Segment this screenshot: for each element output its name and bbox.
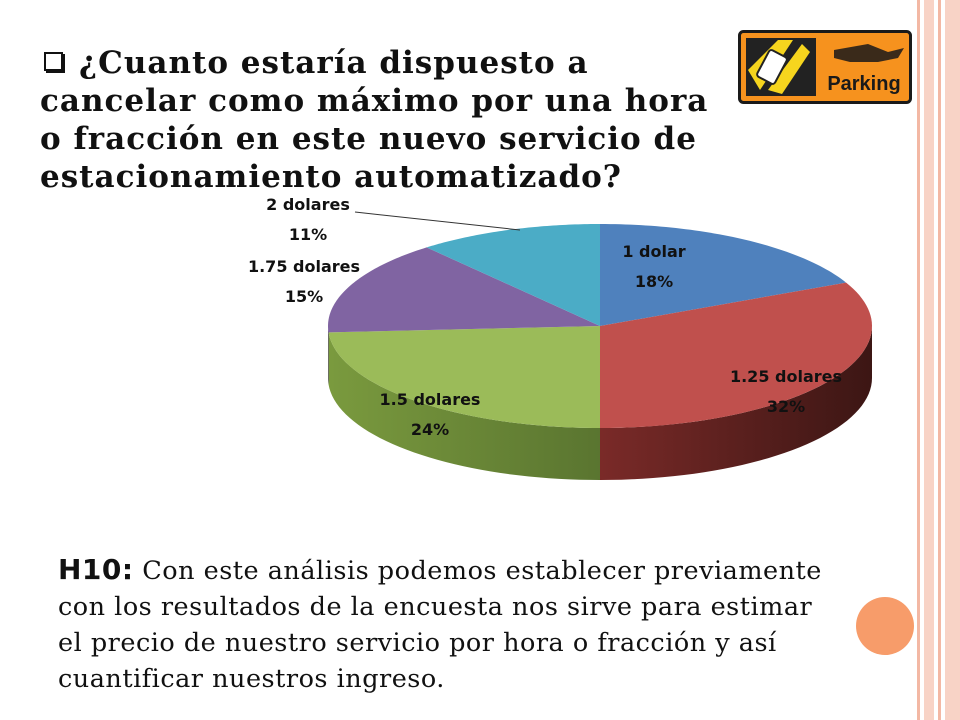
slice-label-2: 1.5 dolares 24%: [379, 390, 481, 439]
pie-slice-side-1: [600, 326, 872, 480]
pie-slice-4: [426, 224, 600, 326]
pie-slice-side-3: [328, 326, 329, 385]
checkbox-bullet-icon: [44, 52, 63, 71]
pie-slice-2: [328, 326, 600, 428]
conclusion-text: H10: Con este análisis podemos establece…: [58, 552, 838, 697]
slice-label-0: 1 dolar 18%: [622, 242, 686, 291]
question-text: ¿Cuanto estaría dispuesto a cancelar com…: [40, 45, 709, 195]
pie-slice-1: [600, 282, 872, 428]
pie-slice-3: [328, 247, 600, 333]
pie-slice-0: [600, 224, 847, 326]
slice-label-3: 1.75 dolares 15%: [247, 257, 361, 306]
decorative-circle: [856, 597, 914, 655]
conclusion-label: H10:: [58, 553, 134, 586]
parking-logo: Parking: [738, 30, 912, 104]
slice-label-4: 2 dolares 11%: [266, 195, 350, 244]
decorative-stripes: [917, 0, 960, 720]
conclusion-body: Con este análisis podemos establecer pre…: [58, 556, 822, 694]
leader-line: [354, 211, 521, 231]
logo-text: Parking: [827, 73, 900, 95]
slice-label-1: 1.25 dolares 32%: [729, 367, 843, 416]
survey-question: ¿Cuanto estaría dispuesto a cancelar com…: [40, 44, 740, 196]
pie-slice-side-2: [328, 332, 600, 480]
